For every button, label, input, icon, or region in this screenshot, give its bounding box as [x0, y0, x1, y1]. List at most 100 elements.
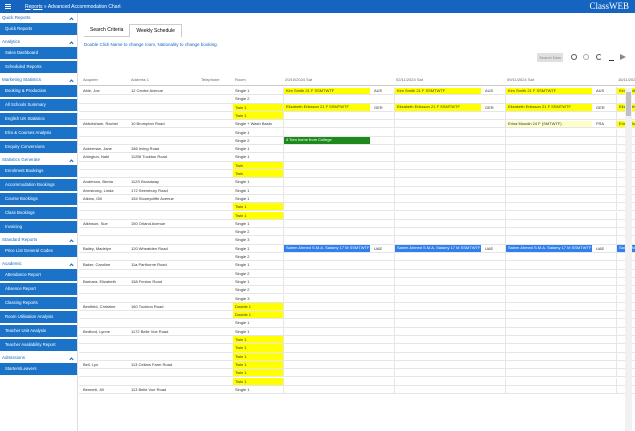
sidebar-button[interactable]: Classing Reports — [0, 297, 77, 309]
acquirer[interactable]: Arlington, Nabi — [83, 154, 110, 160]
acquirer[interactable]: Benfield, Christine — [83, 303, 116, 309]
acquirer[interactable]: Bell, Lyn — [83, 361, 99, 367]
column-divider — [283, 228, 284, 236]
sidebar-button[interactable]: All Schools Summary — [0, 99, 77, 111]
nationality[interactable]: GER — [485, 104, 494, 110]
send-icon[interactable] — [620, 54, 626, 60]
sidebar-button[interactable]: Sales Dashboard — [0, 47, 77, 59]
column-divider — [394, 219, 395, 228]
room: Single 1 — [235, 278, 250, 284]
room: Twin 1 — [233, 344, 283, 352]
column-divider — [283, 377, 284, 385]
sidebar-button[interactable]: Accommodation Bookings — [0, 179, 77, 191]
section-header[interactable]: Standard Reports — [0, 235, 77, 245]
nationality[interactable]: UAE — [596, 245, 605, 251]
acquirer[interactable]: Bailey, Madelyn — [83, 245, 111, 251]
column-divider — [505, 336, 506, 344]
column-divider — [505, 244, 506, 252]
acquirer[interactable]: Barbara, Elizabeth — [83, 278, 116, 284]
booking[interactable]: Kim Smith 21 F SSMTWTF — [506, 87, 592, 95]
sidebar-button[interactable]: Class Bookings — [0, 207, 77, 219]
download-icon[interactable] — [609, 54, 614, 61]
column-divider — [283, 302, 284, 311]
booking[interactable]: Kim Smith 21 F SSMTWTF — [395, 87, 481, 95]
room: Twin 1 — [233, 360, 283, 369]
acquirer[interactable]: Able, Joe — [83, 88, 100, 93]
booking[interactable]: Erina Moodin 24 F (SMTWTF) — [506, 120, 592, 128]
column-divider — [394, 336, 395, 344]
booking[interactable]: Salem Ahmed S.M.A. Salamy 17 M SSMTWTF — [284, 245, 370, 252]
scroll-thumb[interactable] — [626, 92, 631, 116]
tab[interactable]: Search Criteria — [84, 24, 130, 37]
booking[interactable]: Salem Ahmed S.M.A. Salamy 17 M SSMTWTF — [506, 245, 592, 252]
column-divider — [283, 103, 284, 111]
room: Single 1 — [235, 220, 250, 226]
room: Twin 1 — [233, 377, 283, 385]
sidebar-button[interactable]: Quick Reports — [0, 23, 77, 35]
column-divider — [616, 219, 617, 228]
room: Single 1 — [235, 154, 250, 160]
sidebar-button[interactable]: Teacher Unit Analysis — [0, 325, 77, 337]
booking[interactable]: Elizabeth Eriksson 21 F SSMTWTF — [506, 104, 592, 111]
nationality[interactable]: UAE — [374, 245, 383, 251]
booking[interactable]: Elizabeth Eriksson 21 F SSMTWTF — [395, 104, 481, 111]
refresh-icon[interactable] — [596, 54, 602, 60]
sidebar-button[interactable]: Attendance Report — [0, 269, 77, 281]
acquirer[interactable]: Armstrong, Linda — [83, 187, 114, 193]
section-header[interactable]: Analytics — [0, 37, 77, 47]
sidebar-button[interactable]: Enrolment Bookings — [0, 165, 77, 177]
sidebar-button[interactable]: Starters/Leavers — [0, 363, 77, 375]
acquirer[interactable]: Anderson, Benta — [83, 179, 113, 185]
section-header[interactable]: Admissions — [0, 353, 77, 363]
sidebar-button[interactable]: Scheduled Reports — [0, 61, 77, 73]
booking[interactable]: Salem Ahmed S.M.A. Salamy 17 M SSMTWTF — [395, 245, 481, 252]
acquirer[interactable]: Atkinson, Sue — [83, 220, 108, 226]
column-divider — [394, 170, 395, 178]
section-header[interactable]: Quick Reports — [0, 13, 77, 23]
acquirer[interactable]: Ackerman, Jane — [83, 146, 112, 152]
nationality[interactable]: AUS — [596, 88, 605, 93]
table-row: Twin 1 Elizabeth Eriksson 21 F SSMTWTF GER… — [79, 103, 635, 112]
booking[interactable]: Kim Smith 21 F SSMTWTF — [284, 87, 370, 95]
column-divider — [394, 311, 395, 319]
column-divider — [616, 228, 617, 236]
section-header[interactable]: Statistics Generate — [0, 155, 77, 165]
nationality[interactable]: AUS — [374, 88, 383, 93]
acquirer[interactable]: Atkins, Gill — [83, 195, 102, 201]
acquirer[interactable]: Bedford, Lynne — [83, 328, 110, 334]
nationality[interactable]: FRA — [596, 121, 604, 127]
help-icon[interactable] — [571, 54, 577, 60]
sidebar-button[interactable]: English UK Statistics — [0, 113, 77, 125]
sidebar-button[interactable]: Absence Report — [0, 283, 77, 295]
column-divider — [394, 194, 395, 203]
chevron — [69, 16, 74, 22]
menu-icon[interactable] — [5, 4, 11, 5]
sidebar-button[interactable]: Teacher Availability Report — [0, 339, 77, 351]
acquirer[interactable]: Baker, Caroline — [83, 262, 111, 268]
table-row: Single 3 — [79, 236, 635, 245]
remove-icon[interactable] — [583, 54, 589, 60]
sidebar-button[interactable]: Course Bookings — [0, 193, 77, 205]
column-divider — [616, 211, 617, 219]
column-divider — [616, 236, 617, 244]
acquirer[interactable]: Bennett, Jill — [83, 386, 104, 392]
sidebar-button[interactable]: Elcs & Courses Analysis — [0, 127, 77, 139]
tab[interactable]: Weekly Schedule — [129, 24, 182, 37]
search-button[interactable]: Search Now — [537, 53, 563, 62]
booking[interactable]: 4 Tom home from College — [284, 137, 370, 145]
sidebar-button[interactable]: Enquiry Conversions — [0, 141, 77, 153]
nationality[interactable]: GER — [596, 104, 605, 110]
breadcrumb-link[interactable]: Reports — [25, 3, 43, 10]
column-divider — [505, 352, 506, 360]
sidebar-button[interactable]: Room Utilisation Analysis — [0, 311, 77, 323]
section-header[interactable]: Marketing Statistics — [0, 75, 77, 85]
booking[interactable]: Elizabeth Eriksson 21 F SSMTWTF — [284, 104, 370, 111]
sidebar-button[interactable]: Price List General Codes — [0, 245, 77, 257]
sidebar-button[interactable]: Booking & Production — [0, 85, 77, 97]
nationality[interactable]: UAE — [485, 245, 494, 251]
sidebar-button[interactable]: Invoicing — [0, 221, 77, 233]
nationality[interactable]: AUS — [485, 88, 494, 93]
section-header[interactable]: Academic — [0, 259, 77, 269]
nationality[interactable]: GER — [374, 104, 383, 110]
acquirer[interactable]: Abbotsham, Rachel — [83, 121, 118, 127]
